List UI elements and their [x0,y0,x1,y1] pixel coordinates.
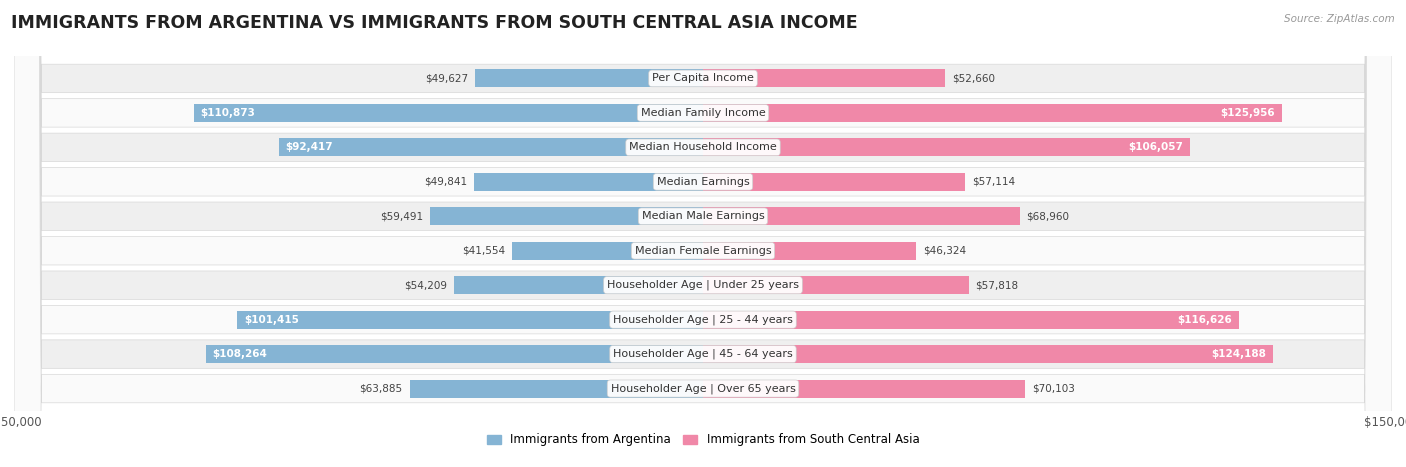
Bar [278,138,703,156]
Bar [703,276,969,294]
Text: $41,554: $41,554 [463,246,505,256]
Bar [238,311,703,329]
Text: $124,188: $124,188 [1212,349,1267,359]
Text: IMMIGRANTS FROM ARGENTINA VS IMMIGRANTS FROM SOUTH CENTRAL ASIA INCOME: IMMIGRANTS FROM ARGENTINA VS IMMIGRANTS … [11,14,858,32]
Text: $92,417: $92,417 [285,142,333,152]
Bar [475,70,703,87]
Text: Median Family Income: Median Family Income [641,108,765,118]
Text: $49,841: $49,841 [425,177,467,187]
Text: Per Capita Income: Per Capita Income [652,73,754,84]
Bar [703,173,966,191]
Text: $70,103: $70,103 [1032,383,1074,394]
Bar [512,242,703,260]
FancyBboxPatch shape [14,0,1392,467]
Text: Source: ZipAtlas.com: Source: ZipAtlas.com [1284,14,1395,24]
Text: $125,956: $125,956 [1220,108,1275,118]
Bar [703,207,1019,225]
Bar [454,276,703,294]
FancyBboxPatch shape [14,0,1392,467]
Text: $63,885: $63,885 [360,383,402,394]
Text: $54,209: $54,209 [404,280,447,290]
Text: Householder Age | Over 65 years: Householder Age | Over 65 years [610,383,796,394]
Text: Median Female Earnings: Median Female Earnings [634,246,772,256]
Text: Householder Age | 45 - 64 years: Householder Age | 45 - 64 years [613,349,793,359]
FancyBboxPatch shape [14,0,1392,467]
Bar [703,345,1274,363]
Text: $57,114: $57,114 [972,177,1015,187]
Text: Householder Age | 25 - 44 years: Householder Age | 25 - 44 years [613,314,793,325]
Bar [409,380,703,397]
Bar [205,345,703,363]
FancyBboxPatch shape [14,0,1392,467]
Text: $49,627: $49,627 [425,73,468,84]
Text: Householder Age | Under 25 years: Householder Age | Under 25 years [607,280,799,290]
Text: $59,491: $59,491 [380,211,423,221]
FancyBboxPatch shape [14,0,1392,467]
FancyBboxPatch shape [14,0,1392,467]
Text: $46,324: $46,324 [922,246,966,256]
Bar [703,138,1189,156]
Text: $116,626: $116,626 [1177,315,1232,325]
Bar [703,242,915,260]
Legend: Immigrants from Argentina, Immigrants from South Central Asia: Immigrants from Argentina, Immigrants fr… [482,429,924,451]
FancyBboxPatch shape [14,0,1392,467]
Text: Median Male Earnings: Median Male Earnings [641,211,765,221]
Text: $52,660: $52,660 [952,73,995,84]
Bar [430,207,703,225]
Bar [474,173,703,191]
Text: $106,057: $106,057 [1129,142,1184,152]
Text: $110,873: $110,873 [201,108,256,118]
Bar [703,104,1281,122]
Bar [194,104,703,122]
Text: $57,818: $57,818 [976,280,1018,290]
Text: $108,264: $108,264 [212,349,267,359]
FancyBboxPatch shape [14,0,1392,467]
FancyBboxPatch shape [14,0,1392,467]
FancyBboxPatch shape [14,0,1392,467]
Bar [703,380,1025,397]
Text: Median Earnings: Median Earnings [657,177,749,187]
Text: $68,960: $68,960 [1026,211,1070,221]
Bar [703,70,945,87]
Bar [703,311,1239,329]
Text: $101,415: $101,415 [245,315,299,325]
Text: Median Household Income: Median Household Income [628,142,778,152]
